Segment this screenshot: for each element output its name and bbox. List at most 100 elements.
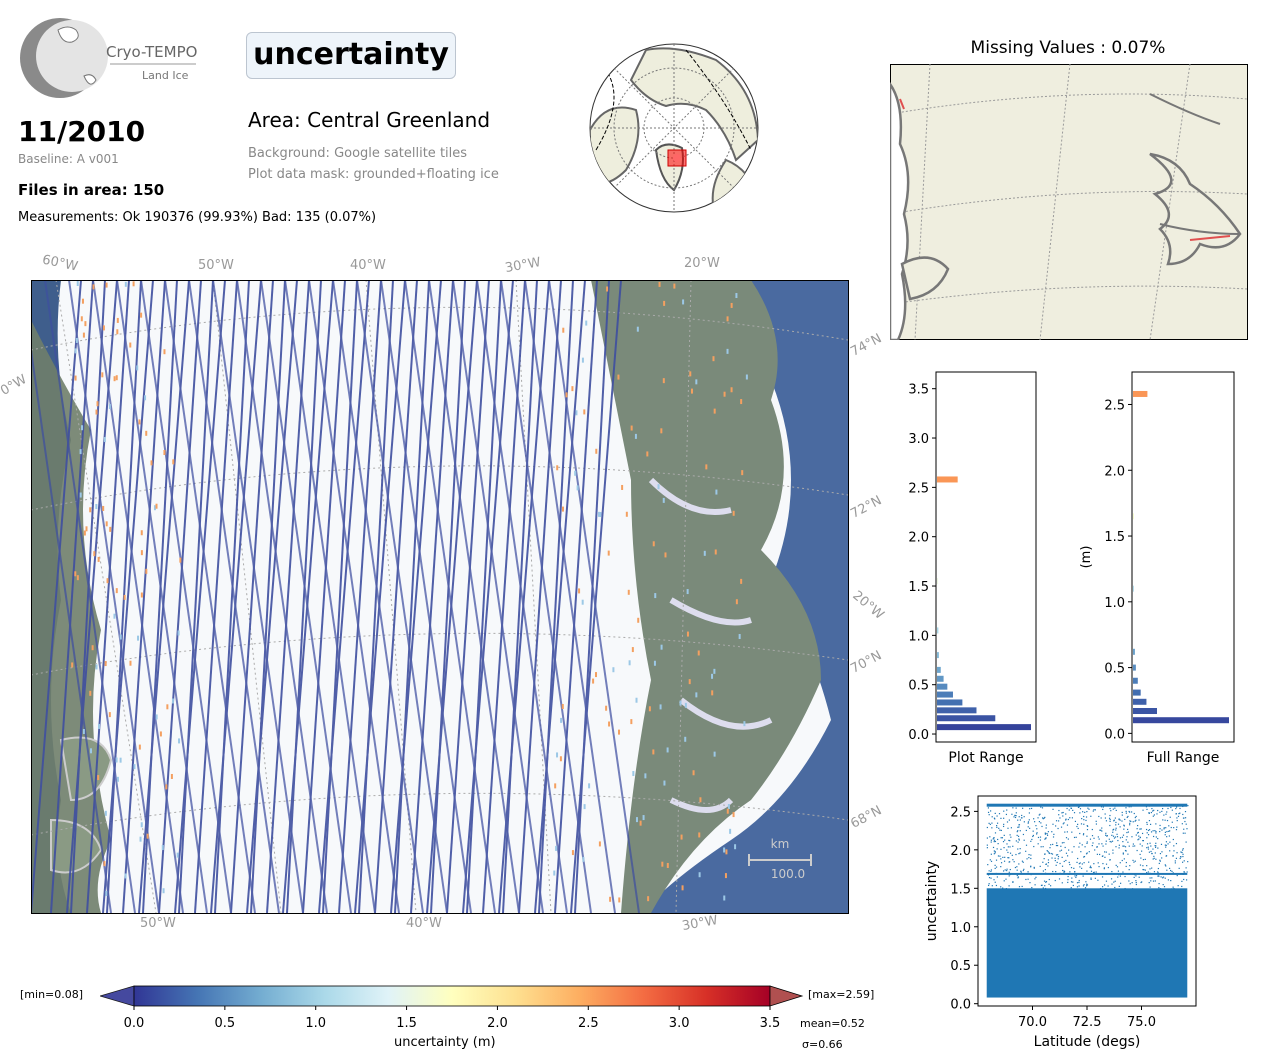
scatter-point [1178, 867, 1180, 869]
scatter-point [999, 855, 1001, 857]
scatter-point [1097, 862, 1099, 864]
scatter-point [1081, 844, 1083, 846]
scatter-point [990, 860, 993, 862]
scatter-point [1182, 855, 1184, 858]
scatter-point [1071, 831, 1073, 833]
scatter-point [1142, 809, 1144, 811]
scatter-point [1153, 871, 1156, 873]
scatter-point [1148, 812, 1150, 814]
scatter-point [1155, 832, 1157, 834]
ground-track [548, 280, 640, 913]
scatter-point [1028, 853, 1030, 856]
measurement-speckle [740, 399, 743, 405]
scatter-point [1119, 837, 1122, 839]
scatter-point [1085, 853, 1088, 855]
ground-track [430, 280, 466, 913]
scatter-point [1166, 830, 1168, 833]
scatter-point [1165, 855, 1168, 857]
ground-track [332, 280, 424, 913]
scatter-point [1044, 816, 1046, 819]
scatter-point [1083, 855, 1086, 858]
measurement-speckle [116, 776, 119, 782]
lon-label-bottom-40w: 40°W [406, 916, 442, 931]
scatter-point [1125, 810, 1127, 813]
scatter-point [991, 822, 993, 824]
measurement-speckle [636, 326, 639, 332]
scatter-point [1008, 875, 1010, 877]
colorbar-tick-label: 0.5 [215, 1016, 236, 1028]
scatter-point [1037, 817, 1039, 819]
scatter-point [1098, 838, 1100, 840]
measurement-speckle [102, 325, 105, 331]
scatter-point [1135, 881, 1137, 884]
scatter-point [1002, 841, 1005, 843]
scatter-point [1057, 856, 1060, 858]
scatter-point [1065, 852, 1068, 854]
scatter-point [1006, 821, 1009, 823]
scatter-point [1083, 823, 1085, 825]
scatter-point [1056, 861, 1058, 864]
scatter-point [1092, 842, 1094, 844]
measurement-speckle [621, 484, 624, 490]
scatter-point [1101, 876, 1104, 878]
measurement-speckle [145, 430, 148, 436]
histogram-bar [1133, 390, 1148, 397]
measurement-speckle [97, 723, 100, 729]
scatter-point [1146, 823, 1148, 826]
scatter-point [1094, 809, 1096, 811]
measurement-speckle [75, 337, 78, 343]
scatter-point [1148, 851, 1151, 853]
scatter-point [1028, 819, 1030, 821]
measurement-speckle [652, 541, 655, 547]
scatter-point [1000, 862, 1003, 864]
scatter-point [1068, 861, 1070, 864]
histogram-bar [937, 699, 963, 706]
measurement-speckle [84, 321, 87, 327]
scatter-point [994, 818, 996, 820]
scatter-point [1078, 881, 1080, 884]
scatter-point [1123, 858, 1125, 860]
scatter-point [1045, 863, 1047, 865]
scatter-point [1076, 882, 1079, 884]
measurement-speckle [686, 589, 689, 595]
scatter-point [1039, 836, 1042, 838]
scatter-point [988, 822, 990, 824]
scatter-point [1112, 831, 1114, 833]
scatter-point [1086, 835, 1088, 837]
scatter-point [1173, 850, 1175, 852]
lat-label-72n: 72°N [848, 493, 885, 522]
scatter-point [1128, 806, 1130, 808]
scatter-point [1082, 811, 1084, 813]
ground-track [68, 280, 160, 913]
scatter-point [1102, 845, 1104, 847]
measurement-speckle [89, 748, 92, 754]
scatter-point [1000, 829, 1002, 832]
scatter-y-tick: 1.5 [950, 882, 971, 897]
scatter-point [1077, 827, 1079, 830]
scatter-point [1153, 809, 1155, 811]
scatter-point [1159, 828, 1161, 830]
scatter-point [1089, 865, 1092, 867]
scatter-point [1054, 859, 1056, 862]
scatter-point [1091, 835, 1094, 837]
scatter-point [1046, 833, 1048, 835]
scatter-point [994, 850, 996, 853]
measurement-speckle [113, 376, 116, 382]
measurement-speckle [92, 284, 95, 290]
scatter-point [1114, 807, 1116, 809]
scatter-point [1146, 837, 1148, 839]
ground-track [574, 280, 610, 913]
scatter-point [1075, 875, 1078, 877]
scatter-point [1129, 822, 1131, 824]
scatter-point [1150, 850, 1152, 853]
scatter-point [1146, 872, 1148, 874]
scatter-point [1083, 815, 1085, 818]
scatter-point [1136, 849, 1138, 852]
measurement-speckle [653, 660, 656, 666]
scatter-point [1076, 825, 1078, 828]
scatter-point [1116, 866, 1119, 868]
scatter-point [1164, 844, 1166, 846]
scatter-point [1079, 808, 1082, 810]
scatter-point [1066, 824, 1069, 826]
scatter-point [1136, 828, 1138, 830]
